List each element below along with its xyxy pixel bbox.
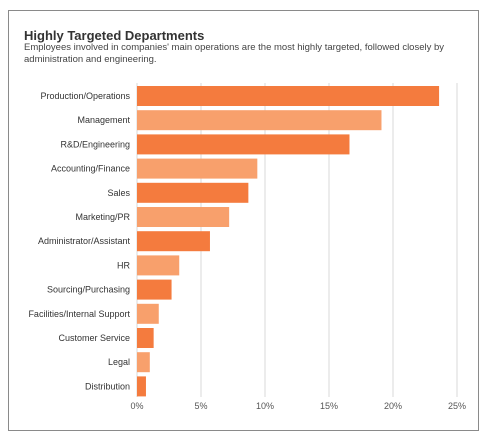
bar [137, 231, 210, 252]
category-label: Customer Service [58, 333, 130, 343]
x-tick-label: 25% [448, 401, 466, 411]
category-label: Production/Operations [40, 91, 130, 101]
bar [137, 110, 382, 131]
category-label: Administrator/Assistant [38, 236, 131, 246]
bar [137, 376, 146, 397]
category-label: HR [117, 260, 130, 270]
bar [137, 207, 230, 227]
chart-subtitle: Employees involved in companies' main op… [24, 42, 445, 65]
bar [137, 158, 258, 179]
category-label: Sales [107, 188, 130, 198]
x-tick-label: 5% [194, 401, 207, 411]
chart-title: Highly Targeted Departments [24, 28, 205, 43]
bar [137, 279, 172, 300]
x-tick-label: 15% [320, 401, 338, 411]
bar [137, 255, 180, 276]
bar [137, 303, 159, 324]
category-label: Distribution [85, 381, 130, 391]
category-label: Management [77, 115, 130, 125]
category-label: Legal [108, 357, 130, 367]
category-label: Sourcing/Purchasing [47, 285, 130, 295]
bar [137, 86, 440, 106]
category-label: Facilities/Internal Support [28, 309, 130, 319]
bar [137, 182, 249, 203]
bar [137, 328, 154, 348]
category-label: Marketing/PR [75, 212, 130, 222]
chart-frame [8, 10, 479, 431]
x-tick-label: 20% [384, 401, 402, 411]
category-label: R&D/Engineering [60, 139, 130, 149]
x-tick-label: 10% [256, 401, 274, 411]
x-tick-label: 0% [130, 401, 143, 411]
bar [137, 352, 150, 373]
bar [137, 134, 350, 155]
category-label: Accounting/Finance [51, 164, 130, 174]
